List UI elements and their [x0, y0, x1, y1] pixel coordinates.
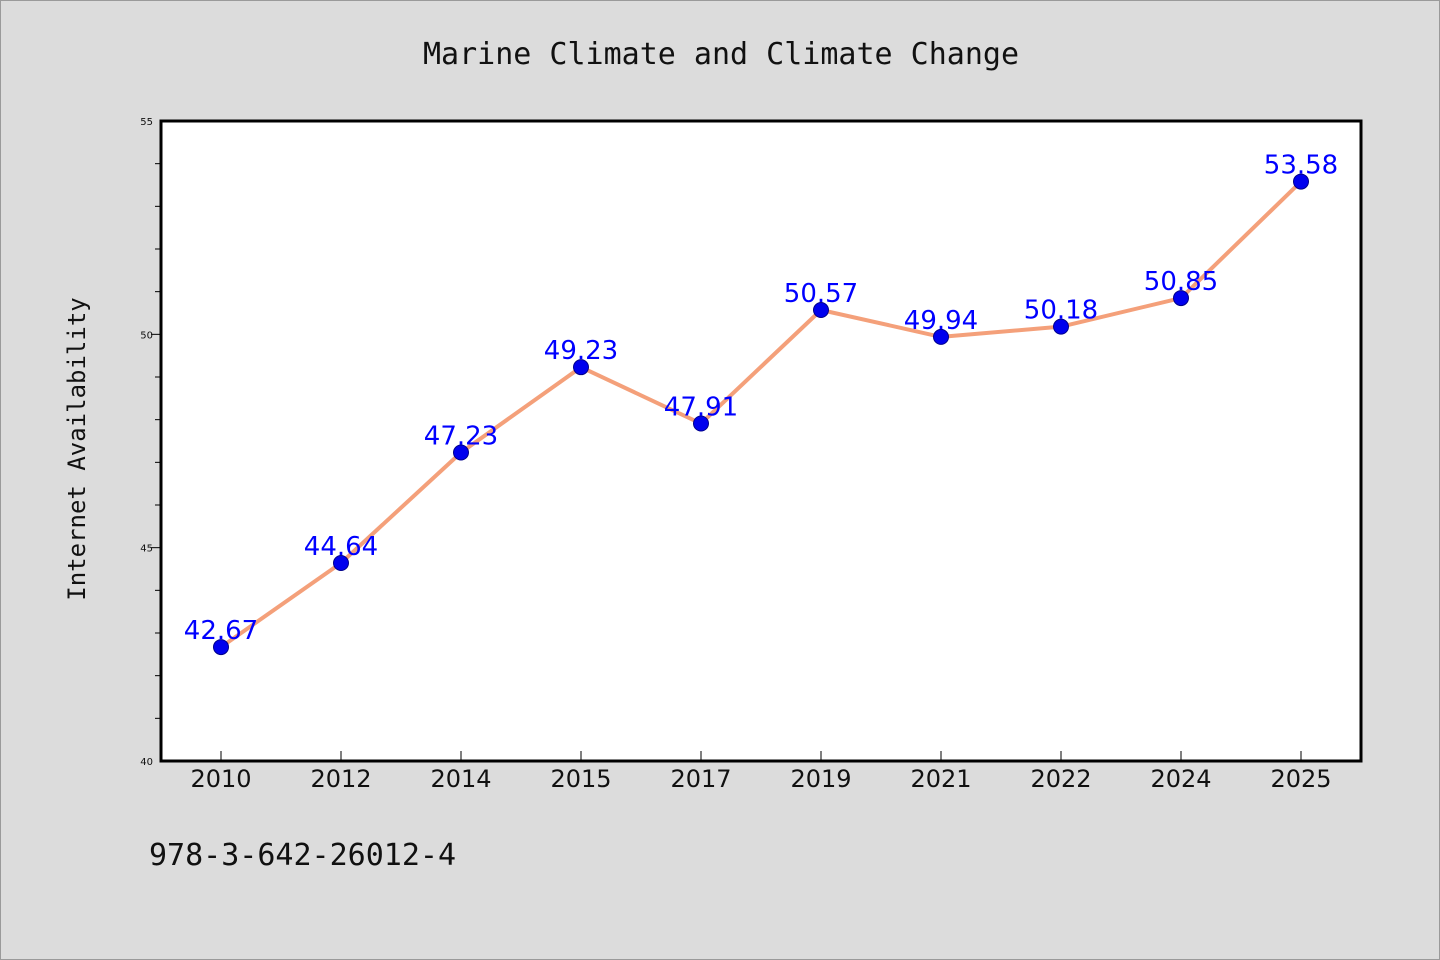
x-tick-label: 2019 — [790, 765, 851, 793]
data-point — [1173, 290, 1189, 307]
y-tick-label: 50 — [140, 330, 153, 341]
data-label: 50.57 — [784, 279, 858, 309]
data-point — [1053, 318, 1069, 335]
data-label: 50.18 — [1024, 296, 1098, 326]
series-layer — [213, 173, 1309, 656]
y-tick-label: 40 — [140, 757, 153, 768]
data-point — [213, 639, 229, 656]
data-point — [813, 302, 829, 319]
x-tick-label: 2021 — [910, 765, 971, 793]
isbn-footer: 978-3-642-26012-4 — [149, 838, 456, 873]
x-tick-label: 2025 — [1270, 765, 1331, 793]
data-label: 49.23 — [544, 336, 618, 366]
x-tick-label: 2015 — [550, 765, 611, 793]
data-label: 47.23 — [424, 422, 498, 452]
chart-title: Marine Climate and Climate Change — [423, 37, 1019, 72]
data-point — [573, 359, 589, 376]
data-label: 47.91 — [664, 393, 738, 423]
data-point — [333, 555, 349, 572]
plot-area — [159, 119, 1363, 763]
data-label: 42.67 — [184, 616, 258, 646]
data-label: 50.85 — [1144, 267, 1218, 297]
x-axis-ticks: 2010 2012 2014 2015 2017 2019 2021 2022 2024 2025 — [190, 751, 1332, 793]
series-line — [219, 179, 1303, 650]
data-point — [1293, 173, 1309, 190]
data-point — [933, 328, 949, 345]
data-label: 44.64 — [304, 532, 378, 562]
data-label: 49.94 — [904, 306, 978, 336]
x-tick-label: 2012 — [310, 765, 371, 793]
data-point — [693, 415, 709, 432]
y-tick-label: 55 — [140, 117, 153, 128]
y-axis-label: Internet Availability — [63, 297, 91, 600]
y-axis-ticks: 40 45 50 55 — [140, 117, 161, 768]
data-point — [453, 444, 469, 461]
data-labels: 42.67 44.64 47.23 49.23 47.91 50.57 49.94 50.18… — [184, 151, 1338, 646]
data-label: 53.58 — [1264, 151, 1338, 181]
x-tick-label: 2024 — [1150, 765, 1211, 793]
y-tick-label: 45 — [140, 544, 153, 555]
x-tick-label: 2010 — [190, 765, 251, 793]
x-tick-label: 2017 — [670, 765, 731, 793]
x-tick-label: 2022 — [1030, 765, 1091, 793]
x-tick-label: 2014 — [430, 765, 491, 793]
